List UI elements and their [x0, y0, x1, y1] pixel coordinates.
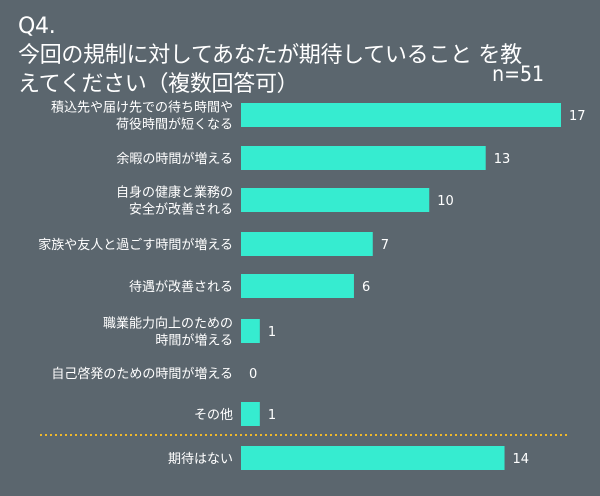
- bar-8: [241, 446, 505, 470]
- value-label-6: 0: [249, 367, 257, 382]
- value-label-2: 10: [437, 194, 454, 209]
- category-label-7: その他: [194, 408, 233, 423]
- bar-2: [241, 188, 430, 212]
- category-label-0: 積込先や届け先での待ち時間や荷役時間が短くなる: [51, 101, 233, 133]
- value-label-5: 1: [268, 325, 276, 340]
- value-label-8: 14: [513, 452, 530, 467]
- bar-5: [241, 319, 260, 343]
- bar-3: [241, 232, 373, 256]
- category-label-8: 期待はない: [168, 452, 233, 467]
- bar-4: [241, 274, 354, 298]
- category-label-1: 余暇の時間が増える: [116, 151, 233, 167]
- bar-7: [241, 402, 260, 426]
- value-label-7: 1: [268, 408, 276, 423]
- bar-0: [241, 103, 561, 127]
- value-label-4: 6: [362, 280, 370, 295]
- value-label-1: 13: [494, 152, 511, 167]
- category-label-4: 待遇が改善される: [129, 279, 233, 295]
- category-label-6: 自己啓発のための時間が増える: [51, 367, 233, 382]
- value-label-3: 7: [381, 238, 389, 253]
- sample-size: n=51: [492, 62, 544, 86]
- category-label-3: 家族や友人と過ごす時間が増える: [38, 237, 233, 253]
- category-label-5: 職業能力向上のための時間が増える: [103, 316, 233, 349]
- chart-title: Q4. 今回の規制に対してあなたが期待していること を教えてください（複数回答可…: [18, 14, 522, 97]
- value-label-0: 17: [569, 109, 586, 124]
- bar-1: [241, 146, 486, 170]
- category-label-2: 自身の健康と業務の安全が改善される: [116, 185, 233, 218]
